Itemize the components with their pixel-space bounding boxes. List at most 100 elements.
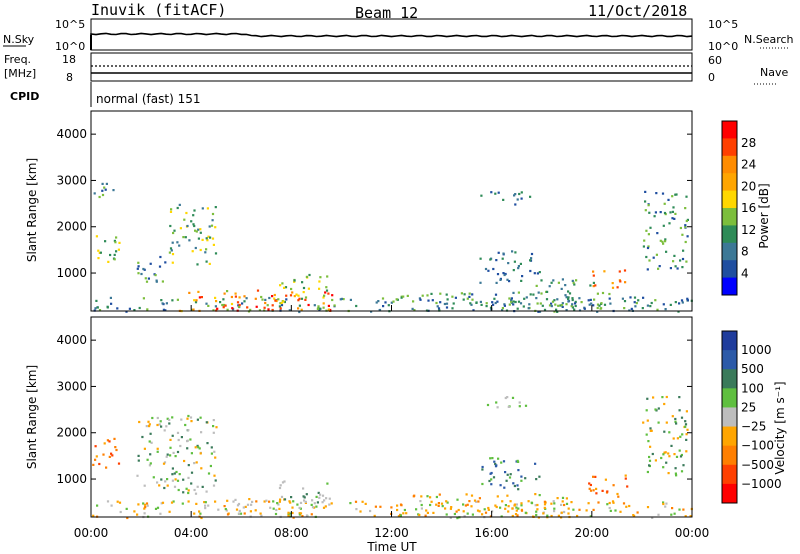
velocity-colorbar-tick: −1000 — [741, 477, 782, 491]
power-cell — [472, 309, 475, 312]
power-cell — [507, 262, 510, 265]
power-cell — [468, 295, 471, 298]
power-cell — [635, 302, 638, 305]
power-cell — [664, 308, 667, 311]
velocity-cell — [265, 499, 268, 502]
power-cell — [501, 307, 504, 310]
velocity-cell — [649, 429, 652, 432]
power-cell — [492, 267, 495, 271]
velocity-cell — [165, 425, 168, 428]
velocity-cell — [249, 510, 252, 513]
velocity-cell — [159, 420, 162, 423]
power-cell — [279, 302, 282, 305]
power-cell — [571, 303, 574, 306]
power-cell — [377, 300, 380, 303]
velocity-cell — [390, 506, 393, 509]
power-cell — [264, 301, 267, 305]
velocity-cell — [195, 502, 198, 505]
velocity-cell — [496, 406, 499, 409]
power-cell — [208, 225, 211, 228]
power-cell — [561, 278, 564, 281]
power-cell — [115, 250, 118, 253]
velocity-cell — [396, 508, 399, 512]
power-cell — [517, 265, 520, 268]
velocity-panel-frame — [90, 316, 693, 518]
velocity-cell — [651, 516, 654, 519]
velocity-cell — [189, 438, 192, 441]
velocity-cell — [279, 484, 282, 487]
power-cell — [645, 255, 648, 259]
velocity-cell — [165, 455, 168, 458]
power-cell — [487, 269, 490, 272]
power-cell — [125, 310, 128, 313]
power-colorbar-swatch — [722, 155, 737, 174]
power-cell — [520, 197, 523, 200]
power-cell — [525, 296, 528, 299]
power-cell — [667, 198, 670, 201]
velocity-cell — [682, 464, 685, 467]
velocity-cell — [680, 470, 684, 473]
velocity-cell — [318, 496, 321, 499]
power-cell — [215, 300, 218, 303]
velocity-cell — [651, 452, 654, 456]
velocity-cell — [679, 435, 682, 438]
power-cell — [641, 307, 644, 310]
velocity-cell — [595, 492, 598, 495]
velocity-colorbar-swatch — [722, 464, 737, 485]
station-title: Inuvik (fitACF) — [91, 1, 226, 19]
power-cell — [212, 243, 215, 246]
power-cell — [226, 308, 229, 311]
velocity-cell — [665, 421, 668, 424]
power-cell — [193, 299, 196, 302]
power-cell — [664, 238, 667, 241]
power-cell — [230, 302, 234, 306]
power-cell — [669, 303, 672, 306]
power-colorbar-swatch — [722, 277, 737, 296]
velocity-cell — [500, 461, 503, 464]
date-title: 11/Oct/2018 — [588, 2, 687, 20]
velocity-cell — [412, 495, 415, 498]
power-colorbar-tick: 24 — [741, 158, 756, 172]
velocity-cell — [280, 495, 284, 498]
velocity-cell — [125, 507, 128, 510]
velocity-cell — [187, 464, 190, 467]
velocity-cell — [507, 510, 510, 513]
velocity-cell — [319, 493, 322, 496]
power-cell — [325, 289, 329, 292]
power-cell — [574, 304, 577, 308]
power-cell — [402, 295, 405, 298]
power-cell — [644, 190, 647, 193]
velocity-cell — [234, 498, 237, 501]
power-cell — [540, 279, 543, 282]
velocity-cell — [287, 511, 290, 514]
power-cell — [514, 251, 517, 254]
power-cell — [214, 296, 217, 299]
power-cell — [513, 194, 516, 197]
power-cell — [567, 296, 570, 299]
power-cell — [318, 307, 321, 310]
power-cell — [245, 297, 248, 300]
freq-panel-frame — [90, 52, 693, 82]
velocity-cell — [210, 452, 213, 455]
velocity-cell — [144, 506, 147, 509]
velocity-cell — [672, 437, 675, 440]
velocity-cell — [576, 514, 579, 518]
power-cell — [494, 293, 498, 296]
velocity-colorbar-tick: 25 — [741, 400, 756, 414]
velocity-cell — [146, 504, 149, 507]
velocity-cell — [158, 423, 161, 426]
power-cell — [454, 296, 457, 299]
velocity-cell — [665, 502, 668, 505]
velocity-cell — [612, 484, 615, 487]
power-cell — [169, 224, 172, 228]
velocity-cell — [648, 464, 651, 467]
power-cell — [543, 308, 547, 311]
power-cell — [663, 211, 667, 215]
power-cell — [154, 274, 157, 277]
velocity-cell — [557, 514, 560, 517]
power-cell — [646, 268, 649, 271]
velocity-cell — [126, 516, 129, 520]
power-cell — [592, 285, 595, 288]
velocity-cell — [520, 509, 524, 512]
velocity-cell — [160, 478, 163, 481]
